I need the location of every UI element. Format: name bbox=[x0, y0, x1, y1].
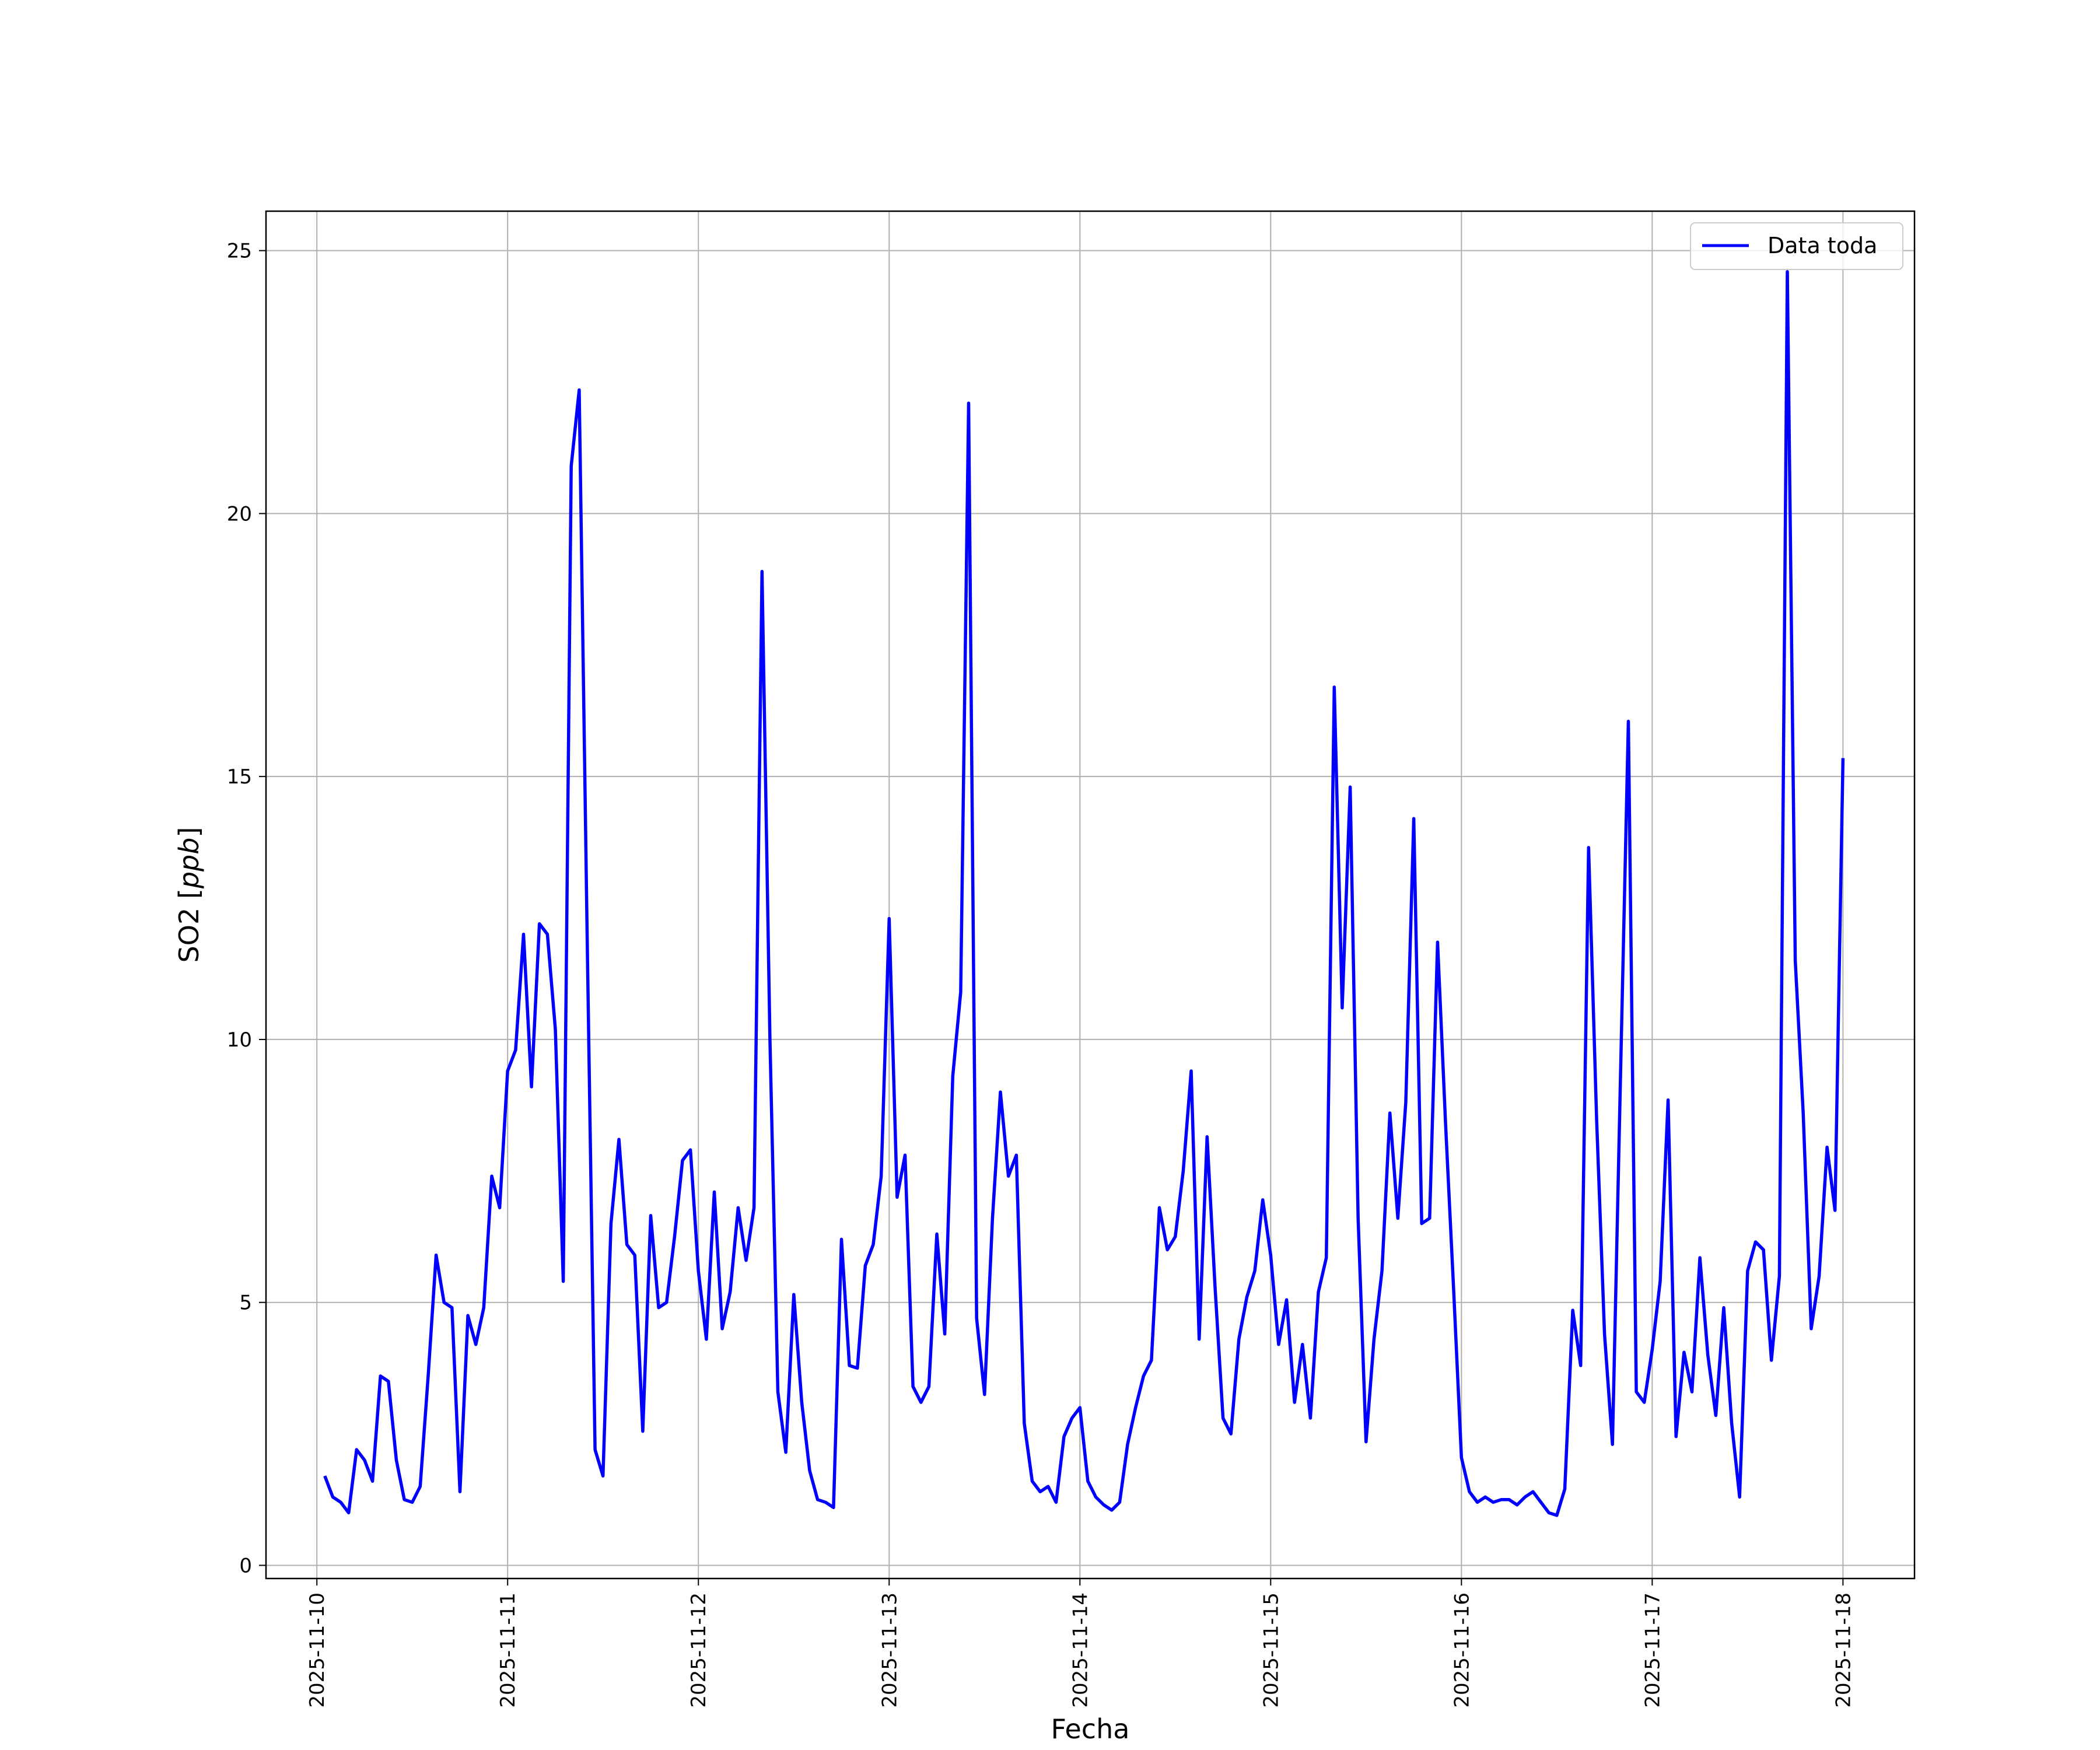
x-axis: 2025-11-10 2025-11-11 2025-11-12 2025-11-13… bbox=[306, 1578, 1855, 1708]
x-tick-label: 2025-11-10 bbox=[306, 1592, 329, 1708]
y-axis-label-prefix: SO2 [ bbox=[173, 888, 205, 963]
y-tick-label: 0 bbox=[239, 1554, 252, 1577]
y-tick-label: 20 bbox=[227, 502, 252, 526]
legend-box bbox=[1690, 222, 1903, 270]
y-axis: 0 5 10 15 20 25 bbox=[227, 240, 266, 1577]
x-tick-label: 2025-11-12 bbox=[687, 1592, 710, 1708]
legend: Data toda bbox=[1690, 222, 1903, 270]
y-tick-label: 25 bbox=[227, 240, 252, 263]
grid bbox=[266, 211, 1915, 1578]
x-axis-label: Fecha bbox=[1051, 1713, 1130, 1745]
series-line-data-toda bbox=[323, 270, 1845, 1517]
x-tick-label: 2025-11-16 bbox=[1450, 1592, 1474, 1708]
x-tick-label: 2025-11-11 bbox=[496, 1592, 520, 1708]
x-tick-label: 2025-11-17 bbox=[1641, 1592, 1664, 1708]
y-tick-label: 10 bbox=[227, 1028, 252, 1052]
y-axis-label-suffix: ] bbox=[173, 827, 205, 838]
y-axis-label-unit: ppb bbox=[173, 838, 205, 890]
x-tick-label: 2025-11-13 bbox=[878, 1592, 901, 1708]
x-tick-label: 2025-11-14 bbox=[1069, 1592, 1092, 1708]
x-tick-label: 2025-11-15 bbox=[1259, 1592, 1283, 1708]
plot-frame bbox=[265, 210, 1916, 1580]
y-axis-label: SO2 [ppb] bbox=[173, 827, 205, 963]
legend-label-data-toda: Data toda bbox=[1768, 233, 1877, 258]
y-tick-label: 15 bbox=[227, 765, 252, 789]
series-data-toda bbox=[323, 270, 1845, 1517]
x-tick-label: 2025-11-18 bbox=[1832, 1592, 1855, 1708]
y-tick-label: 5 bbox=[239, 1292, 252, 1315]
